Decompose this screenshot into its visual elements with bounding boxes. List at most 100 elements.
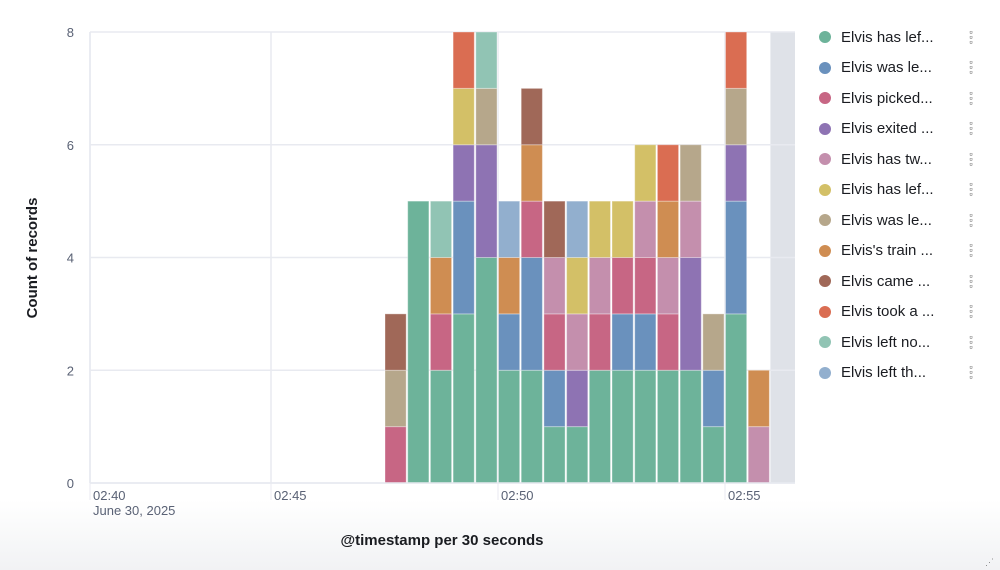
legend-item[interactable]: Elvis left th... ▫ ▫ ▫ — [815, 358, 995, 389]
bar-segment[interactable] — [498, 257, 521, 315]
bar-segment[interactable] — [429, 257, 453, 315]
bar-segment[interactable] — [725, 31, 748, 89]
bar-segment[interactable] — [543, 369, 566, 428]
bar-segment[interactable] — [656, 313, 680, 371]
bar-segment[interactable] — [588, 369, 611, 484]
bar-segment[interactable] — [384, 369, 407, 428]
legend-item[interactable]: Elvis has lef... ▫ ▫ ▫ — [815, 22, 995, 53]
bar-segment[interactable] — [566, 369, 589, 428]
bar-segment[interactable] — [520, 369, 543, 484]
bar-segment[interactable] — [702, 313, 725, 371]
legend-action-menu-icon[interactable]: ▫ ▫ ▫ — [969, 362, 973, 383]
legend-item[interactable]: Elvis exited ... ▫ ▫ ▫ — [815, 114, 995, 145]
bar-segment[interactable] — [452, 313, 475, 484]
bar-segment[interactable] — [520, 144, 543, 202]
bar-segment[interactable] — [679, 369, 702, 484]
bar-segment[interactable] — [520, 87, 543, 146]
y-tick-label: 8 — [67, 25, 74, 40]
legend-item[interactable]: Elvis's train ... ▫ ▫ ▫ — [815, 236, 995, 267]
bar-segment[interactable] — [588, 257, 611, 315]
bar-segment[interactable] — [407, 200, 430, 484]
legend-action-menu-icon[interactable]: ▫ ▫ ▫ — [969, 301, 973, 322]
bar-segment[interactable] — [611, 200, 634, 258]
bar-segment[interactable] — [543, 200, 566, 258]
bar-segment[interactable] — [747, 426, 770, 484]
bar-segment[interactable] — [656, 200, 680, 258]
bar-segment[interactable] — [566, 313, 589, 371]
bar-segment[interactable] — [566, 257, 589, 315]
bar-segment[interactable] — [725, 144, 748, 202]
legend-color-dot — [819, 366, 831, 379]
bar-segment[interactable] — [702, 426, 725, 484]
bar-segment[interactable] — [702, 369, 725, 428]
legend-item[interactable]: Elvis took a ... ▫ ▫ ▫ — [815, 297, 995, 328]
bar-segment[interactable] — [543, 426, 566, 484]
bar-segment[interactable] — [520, 200, 543, 258]
legend-action-menu-icon[interactable]: ▫ ▫ ▫ — [969, 179, 973, 200]
legend-item[interactable]: Elvis has lef... ▫ ▫ ▫ — [815, 175, 995, 206]
x-tick-label: 02:50 — [501, 488, 534, 503]
bar-segment[interactable] — [656, 257, 680, 315]
bar-segment[interactable] — [452, 87, 475, 146]
legend-action-menu-icon[interactable]: ▫ ▫ ▫ — [969, 270, 973, 291]
bar-segment[interactable] — [475, 257, 498, 484]
legend-item[interactable]: Elvis picked... ▫ ▫ ▫ — [815, 83, 995, 114]
bar-segment[interactable] — [634, 200, 657, 258]
bar-segment[interactable] — [725, 87, 748, 146]
bar-segment[interactable] — [679, 144, 702, 202]
bar-segment[interactable] — [384, 313, 407, 371]
bar-segment[interactable] — [656, 369, 680, 484]
legend-item[interactable]: Elvis came ... ▫ ▫ ▫ — [815, 266, 995, 297]
bar-segment[interactable] — [634, 313, 657, 371]
bar-segment[interactable] — [725, 313, 748, 484]
legend-label: Elvis came ... — [841, 272, 931, 290]
bar-segment[interactable] — [656, 144, 680, 202]
bar-segment[interactable] — [566, 426, 589, 484]
bar-segment[interactable] — [543, 313, 566, 371]
bar-segment[interactable] — [611, 257, 634, 315]
legend-color-dot — [819, 31, 831, 44]
bar-segment[interactable] — [634, 369, 657, 484]
bar-segment[interactable] — [725, 200, 748, 315]
bar-segment[interactable] — [429, 369, 453, 484]
bar-segment[interactable] — [679, 257, 702, 371]
legend-label: Elvis was le... — [841, 59, 932, 77]
bar-segment[interactable] — [634, 257, 657, 315]
bar-segment[interactable] — [498, 313, 521, 371]
bar-segment[interactable] — [588, 313, 611, 371]
bar-segment[interactable] — [566, 200, 589, 258]
legend-item[interactable]: Elvis has tw... ▫ ▫ ▫ — [815, 144, 995, 175]
legend-action-menu-icon[interactable]: ▫ ▫ ▫ — [969, 209, 973, 230]
bar-segment[interactable] — [452, 31, 475, 89]
bar-segment[interactable] — [611, 369, 634, 484]
bar-segment[interactable] — [588, 200, 611, 258]
bar-segment[interactable] — [384, 426, 407, 484]
bar-segment[interactable] — [452, 144, 475, 202]
legend-action-menu-icon[interactable]: ▫ ▫ ▫ — [969, 87, 973, 108]
bar-segment[interactable] — [520, 257, 543, 371]
legend-action-menu-icon[interactable]: ▫ ▫ ▫ — [969, 148, 973, 169]
legend-label: Elvis has tw... — [841, 150, 932, 168]
legend-action-menu-icon[interactable]: ▫ ▫ ▫ — [969, 118, 973, 139]
bar-segment[interactable] — [429, 200, 453, 258]
bar-segment[interactable] — [634, 144, 657, 202]
bar-segment[interactable] — [611, 313, 634, 371]
bar-segment[interactable] — [475, 31, 498, 89]
resize-handle-icon[interactable]: ⋰ — [985, 557, 994, 567]
legend-item[interactable]: Elvis was le... ▫ ▫ ▫ — [815, 53, 995, 84]
legend-item[interactable]: Elvis was le... ▫ ▫ ▫ — [815, 205, 995, 236]
bar-segment[interactable] — [679, 200, 702, 258]
legend-action-menu-icon[interactable]: ▫ ▫ ▫ — [969, 240, 973, 261]
bar-segment[interactable] — [452, 200, 475, 315]
legend-action-menu-icon[interactable]: ▫ ▫ ▫ — [969, 26, 973, 47]
bar-segment[interactable] — [498, 200, 521, 258]
legend-action-menu-icon[interactable]: ▫ ▫ ▫ — [969, 331, 973, 352]
bar-segment[interactable] — [475, 144, 498, 258]
legend-action-menu-icon[interactable]: ▫ ▫ ▫ — [969, 57, 973, 78]
bar-segment[interactable] — [543, 257, 566, 315]
legend-item[interactable]: Elvis left no... ▫ ▫ ▫ — [815, 327, 995, 358]
bar-segment[interactable] — [429, 313, 453, 371]
bar-segment[interactable] — [475, 87, 498, 146]
bar-segment[interactable] — [747, 369, 770, 428]
bar-segment[interactable] — [498, 369, 521, 484]
